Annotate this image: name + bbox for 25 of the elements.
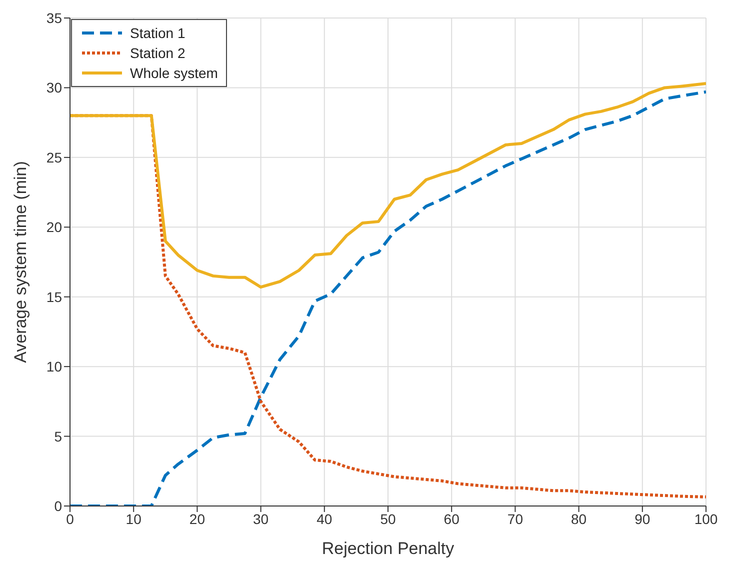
x-tick-label: 60 [444, 510, 460, 527]
legend-label: Station 2 [130, 45, 186, 61]
x-tick-label: 40 [316, 510, 332, 527]
y-tick-label: 0 [54, 498, 62, 514]
x-tick-label: 70 [507, 510, 524, 527]
y-axis-title: Average system time (min) [11, 161, 30, 363]
x-tick-label: 50 [380, 510, 396, 527]
y-tick-label: 10 [46, 358, 62, 375]
x-tick-label: 90 [634, 510, 650, 527]
y-tick-label: 15 [46, 288, 62, 305]
y-tick-label: 5 [54, 428, 62, 444]
x-tick-label: 100 [694, 510, 718, 527]
y-tick-label: 20 [46, 219, 62, 236]
x-tick-label: 80 [571, 510, 587, 527]
x-tick-label: 20 [189, 510, 206, 527]
line-series [70, 82, 706, 289]
y-tick-label: 25 [46, 149, 62, 166]
x-tick-label: 10 [126, 510, 142, 527]
y-tick-label: 35 [46, 10, 62, 26]
legend-label: Whole system [130, 65, 218, 81]
x-tick-label: 0 [66, 510, 74, 527]
x-axis-title: Rejection Penalty [322, 539, 455, 558]
legend-label: Station 1 [130, 25, 186, 41]
y-tick-label: 30 [46, 80, 62, 96]
x-tick-label: 30 [253, 510, 269, 527]
